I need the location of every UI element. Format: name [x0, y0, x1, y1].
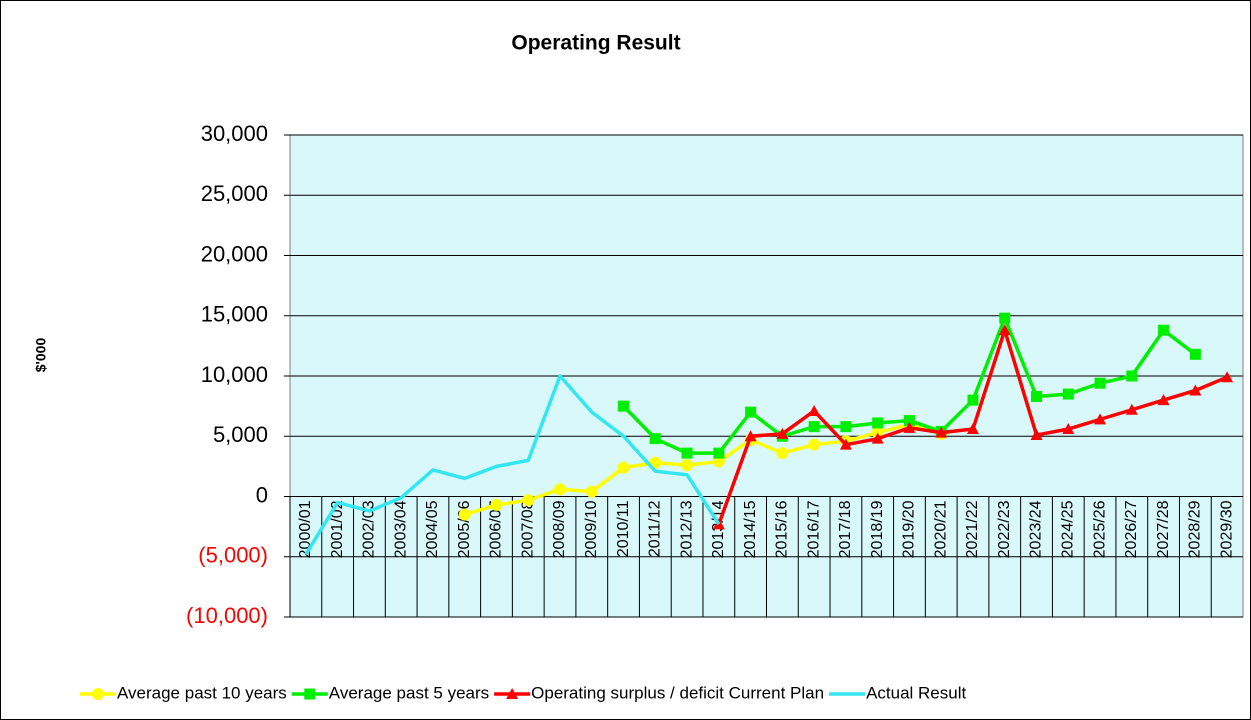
series-line — [464, 422, 942, 517]
data-point — [1062, 388, 1074, 400]
data-point — [522, 494, 535, 507]
x-tick-label: 2002/03 — [361, 500, 378, 558]
data-point — [903, 421, 916, 433]
x-tick-label: 2022/23 — [996, 500, 1013, 558]
x-tick-label: 2025/26 — [1091, 500, 1108, 558]
data-point — [617, 461, 630, 474]
data-point — [1189, 384, 1202, 396]
data-point — [1158, 324, 1170, 336]
legend-label: Average past 5 years — [329, 683, 489, 702]
data-point — [935, 426, 948, 438]
x-tick-label: 2010/11 — [615, 500, 632, 557]
y-tick-label: 20,000 — [201, 241, 268, 266]
data-point — [649, 433, 661, 445]
data-point — [1157, 394, 1170, 406]
data-point — [1189, 348, 1201, 360]
x-tick-label: 2021/22 — [964, 500, 981, 558]
data-point — [840, 421, 852, 433]
data-point — [490, 498, 503, 511]
y-tick-label: 10,000 — [201, 362, 268, 387]
legend-item: Average past 10 years — [80, 683, 287, 702]
data-point — [458, 508, 471, 521]
x-tick-label: 2028/29 — [1187, 500, 1204, 558]
data-point — [1094, 413, 1107, 425]
y-tick-label: 0 — [256, 482, 268, 507]
data-point — [998, 324, 1011, 336]
legend-item: Average past 5 years — [291, 683, 489, 702]
x-tick-label: 2008/09 — [551, 500, 568, 558]
x-tick-label: 2006/07 — [488, 500, 505, 558]
x-tick-label: 2012/13 — [678, 500, 695, 558]
legend-item: Operating surplus / deficit Current Plan — [494, 683, 824, 702]
legend-marker — [92, 688, 104, 700]
data-point — [776, 427, 789, 439]
x-tick-label: 2003/04 — [392, 500, 409, 558]
data-point — [903, 415, 915, 427]
data-point — [1062, 423, 1075, 435]
data-point — [618, 400, 630, 412]
data-point — [871, 426, 884, 439]
legend-label: Average past 10 years — [117, 683, 287, 702]
data-point — [1126, 370, 1138, 382]
data-point — [776, 447, 789, 460]
x-tick-label: 2007/08 — [519, 500, 536, 558]
x-tick-label: 2014/15 — [742, 500, 759, 558]
data-point — [1031, 390, 1043, 402]
legend-item: Actual Result — [829, 683, 966, 702]
data-point — [1125, 403, 1138, 415]
data-point — [966, 423, 979, 435]
x-tick-label: 2026/27 — [1123, 500, 1140, 558]
y-tick-label: 30,000 — [201, 121, 268, 146]
y-tick-label: 5,000 — [213, 422, 268, 447]
x-tick-label: 2019/20 — [901, 500, 918, 558]
x-tick-label: 2001/02 — [329, 500, 346, 558]
data-point — [808, 404, 821, 416]
legend-label: Operating surplus / deficit Current Plan — [531, 683, 824, 702]
legend-marker — [304, 688, 316, 700]
x-tick-label: 2004/05 — [424, 500, 441, 558]
y-axis-label: $'000 — [33, 338, 49, 373]
x-tick-label: 2016/17 — [805, 500, 822, 558]
data-point — [1030, 429, 1043, 441]
x-tick-label: 2020/21 — [932, 500, 949, 558]
x-tick-label: 2017/18 — [837, 500, 854, 558]
y-tick-label: (10,000) — [186, 603, 268, 628]
legend-label: Actual Result — [866, 683, 966, 702]
data-point — [839, 438, 852, 450]
x-tick-label: 2027/28 — [1155, 500, 1172, 558]
chart-title: Operating Result — [511, 32, 680, 55]
data-point — [871, 432, 884, 444]
data-point — [713, 447, 725, 459]
data-point — [681, 447, 693, 459]
x-tick-label: 2015/16 — [774, 500, 791, 558]
y-tick-label: 15,000 — [201, 302, 268, 327]
y-tick-label: 25,000 — [201, 181, 268, 206]
data-point — [681, 459, 694, 472]
data-point — [1094, 377, 1106, 389]
y-tick-label: (5,000) — [198, 543, 268, 568]
legend-marker — [506, 688, 519, 699]
x-tick-label: 2011/12 — [647, 500, 664, 557]
data-point — [744, 430, 757, 442]
x-tick-label: 2009/10 — [583, 500, 600, 558]
data-point — [872, 417, 884, 429]
data-point — [999, 312, 1011, 324]
x-tick-label: 2024/25 — [1060, 500, 1077, 558]
data-point — [808, 421, 820, 433]
data-point — [808, 438, 821, 451]
x-tick-label: 2023/24 — [1028, 500, 1045, 558]
x-tick-label: 2000/01 — [297, 500, 314, 558]
data-point — [1221, 371, 1234, 383]
x-tick-label: 2029/30 — [1218, 500, 1235, 558]
series-line — [304, 374, 721, 556]
data-point — [554, 483, 567, 496]
data-point — [967, 394, 979, 406]
data-point — [585, 485, 598, 498]
x-tick-label: 2018/19 — [869, 500, 886, 558]
data-point — [745, 406, 757, 418]
